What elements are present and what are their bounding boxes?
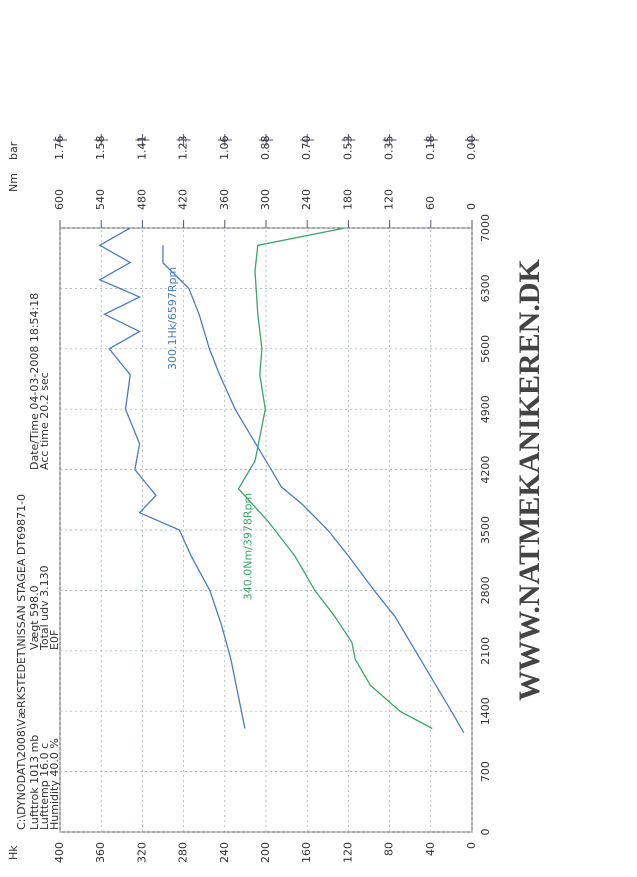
y2-tick-label: 600 [53, 189, 66, 210]
x-tick-label: 0 [479, 829, 492, 836]
x-tick-label: 700 [479, 761, 492, 782]
vehicle-info: E0F [48, 630, 61, 650]
watermark: WWW.NATMEKANIKEREN.DK [513, 258, 546, 700]
y2-tick-label: 360 [218, 189, 231, 210]
series-line [162, 245, 465, 734]
condition: Lufttrok 1013 mb [28, 735, 41, 830]
series-line [237, 227, 433, 730]
y-tick-label: 240 [218, 842, 231, 863]
y2-tick-label: 480 [135, 189, 148, 210]
y2-tick-label: 120 [383, 189, 396, 210]
y3-tick-label: 1.41 [135, 136, 148, 161]
timing-info: Date/Time 04-03-2008 18:54:18 [28, 293, 41, 470]
y3-tick-label: 0.35 [383, 136, 396, 161]
condition: Humidity 40.0 % [48, 738, 61, 830]
x-tick-label: 4200 [479, 456, 492, 484]
y-tick-label: 360 [94, 842, 107, 863]
x-tick-label: 7000 [479, 214, 492, 242]
timing-info: Acc time 20.2 sec [38, 372, 51, 470]
y3-tick-label: 1.76 [53, 136, 66, 161]
vehicle-info: Vægt 598.0 [28, 585, 41, 650]
rotated-chart: C:\DYNODAT\2008\VæRKSTEDET\NISSAN STAGEA… [7, 134, 546, 863]
vehicle-info: Total udv 3.130 [38, 565, 51, 651]
y3-tick-label: 0.18 [424, 136, 437, 161]
x-tick-label: 2100 [479, 637, 492, 665]
condition: Lufttemp 16.0 c [38, 743, 51, 830]
y-tick-label: 160 [300, 842, 313, 863]
y2-tick-label: 420 [177, 189, 190, 210]
y3-tick-label: 0.70 [300, 136, 313, 161]
y-tick-label: 200 [259, 842, 272, 863]
y3-tick-label: 1.58 [94, 136, 107, 161]
y3-tick-label: 1.06 [218, 136, 231, 161]
y2-tick-label: 0 [465, 203, 478, 210]
y3-tick-label: 0.00 [465, 136, 478, 161]
y2-axis-title: Nm [7, 173, 20, 192]
y-tick-label: 80 [383, 842, 396, 856]
y2-tick-label: 180 [341, 189, 354, 210]
x-tick-label: 2800 [479, 576, 492, 604]
y3-axis-title: bar [7, 141, 20, 160]
x-tick-label: 6300 [479, 274, 492, 302]
y2-tick-label: 300 [259, 189, 272, 210]
y-tick-label: 280 [177, 842, 190, 863]
y-tick-label: 0 [465, 842, 478, 849]
y2-tick-label: 540 [94, 189, 107, 210]
series-line [98, 227, 246, 729]
y2-tick-label: 240 [300, 189, 313, 210]
y3-tick-label: 1.23 [177, 136, 190, 161]
peak-annotation: 340.0Nm/3978Rpm [242, 493, 255, 600]
peak-annotation: 300.1Hk/6597Rpm [166, 267, 179, 370]
x-tick-label: 5600 [479, 335, 492, 363]
y2-tick-label: 60 [424, 196, 437, 210]
y-tick-label: 320 [135, 842, 148, 863]
x-tick-label: 3500 [479, 516, 492, 544]
y-tick-label: 400 [53, 842, 66, 863]
y3-tick-label: 0.53 [341, 136, 354, 161]
y3-tick-label: 0.88 [259, 136, 272, 161]
x-tick-label: 4900 [479, 395, 492, 423]
y-tick-label: 120 [341, 842, 354, 863]
y-tick-label: 40 [424, 842, 437, 856]
y-axis-title: Hk [7, 845, 20, 860]
file-path: C:\DYNODAT\2008\VæRKSTEDET\NISSAN STAGEA… [15, 494, 28, 830]
x-tick-label: 1400 [479, 697, 492, 725]
